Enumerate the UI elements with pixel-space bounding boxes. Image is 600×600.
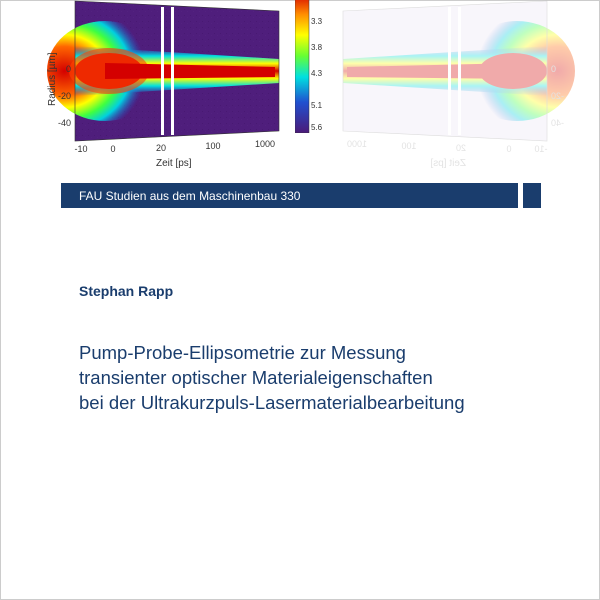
xtick-4: 1000 xyxy=(253,139,277,149)
xtick-1: 0 xyxy=(101,144,125,154)
xtick-3: 100 xyxy=(201,141,225,151)
title-line2: transienter optischer Materialeigenschaf… xyxy=(79,366,539,391)
ytick-0-m: 0 xyxy=(551,64,571,74)
cover-chart-area: Radius [µm] 0 -20 -40 Zeit [ps] -10 0 20… xyxy=(1,1,600,201)
series-bar: FAU Studien aus dem Maschinenbau 330 xyxy=(61,183,541,208)
author-block: Stephan Rapp xyxy=(79,283,173,299)
author-name: Stephan Rapp xyxy=(79,283,173,299)
heatmap-xlabel: Zeit [ps] xyxy=(156,158,192,169)
title-block: Pump-Probe-Ellipsometrie zur Messung tra… xyxy=(79,341,539,416)
ytick-neg40: -40 xyxy=(51,118,71,128)
xtick-2: 20 xyxy=(149,143,173,153)
ytick-neg20-m: -20 xyxy=(551,91,571,101)
series-label: FAU Studien aus dem Maschinenbau 330 xyxy=(79,189,300,203)
xtick-3-m: 100 xyxy=(397,141,421,151)
xtick-4-m: 1000 xyxy=(345,139,369,149)
ytick-neg40-m: -40 xyxy=(551,118,571,128)
ytick-neg20: -20 xyxy=(51,91,71,101)
heatmap-mirror: 0 -20 -40 Zeit [ps] -10 0 20 100 1000 xyxy=(321,0,581,181)
xtick-0-m: -10 xyxy=(529,144,553,154)
xtick-2-m: 20 xyxy=(449,143,473,153)
title-line3: bei der Ultrakurzpuls-Lasermaterialbearb… xyxy=(79,391,539,416)
ytick-0: 0 xyxy=(51,64,71,74)
heatmap-xlabel-m: Zeit [ps] xyxy=(430,158,466,169)
title-line1: Pump-Probe-Ellipsometrie zur Messung xyxy=(79,341,539,366)
xtick-0: -10 xyxy=(69,144,93,154)
series-bar-gap xyxy=(518,183,523,208)
xtick-1-m: 0 xyxy=(497,144,521,154)
heatmap-main: Radius [µm] 0 -20 -40 Zeit [ps] -10 0 20… xyxy=(41,0,301,181)
colorbar: 2.9 3.3 3.8 4.3 5.1 5.6 xyxy=(295,0,309,133)
